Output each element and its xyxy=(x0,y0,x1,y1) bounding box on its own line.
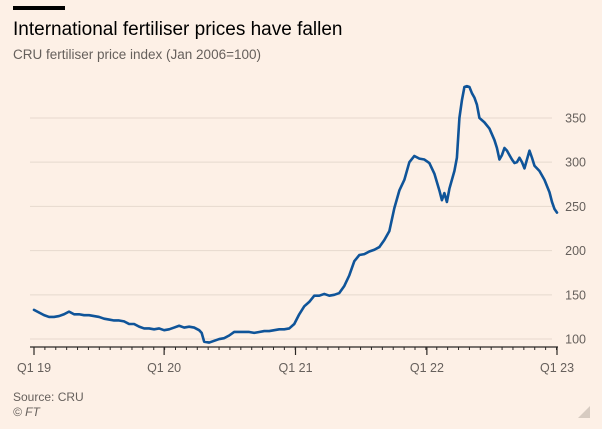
x-tick-label: Q1 23 xyxy=(540,361,574,375)
y-axis-tick-labels: 100 150 200 250 300 350 xyxy=(565,111,586,346)
x-tick-label: Q1 19 xyxy=(17,361,51,375)
x-axis-tick-labels: Q1 19 Q1 20 Q1 21 Q1 22 Q1 23 xyxy=(17,361,574,375)
chart-title: International fertiliser prices have fal… xyxy=(13,19,343,40)
resize-grip-icon[interactable] xyxy=(574,402,592,420)
x-tick-label: Q1 21 xyxy=(278,361,312,375)
y-tick-label: 200 xyxy=(565,244,586,258)
series-layer xyxy=(32,84,559,344)
price-index-line xyxy=(32,84,559,344)
chart-subtitle: CRU fertiliser price index (Jan 2006=100… xyxy=(13,47,261,62)
y-tick-label: 150 xyxy=(565,288,586,302)
y-tick-label: 350 xyxy=(565,111,586,125)
source-note: Source: CRU xyxy=(13,390,84,404)
ft-credit: © FT xyxy=(13,405,40,419)
title-accent-bar xyxy=(13,6,65,10)
x-tick-label: Q1 22 xyxy=(410,361,444,375)
x-axis xyxy=(30,346,558,355)
y-tick-label: 100 xyxy=(565,333,586,347)
y-tick-label: 300 xyxy=(565,156,586,170)
gridlines xyxy=(30,117,552,340)
y-tick-label: 250 xyxy=(565,200,586,214)
x-tick-label: Q1 20 xyxy=(147,361,181,375)
